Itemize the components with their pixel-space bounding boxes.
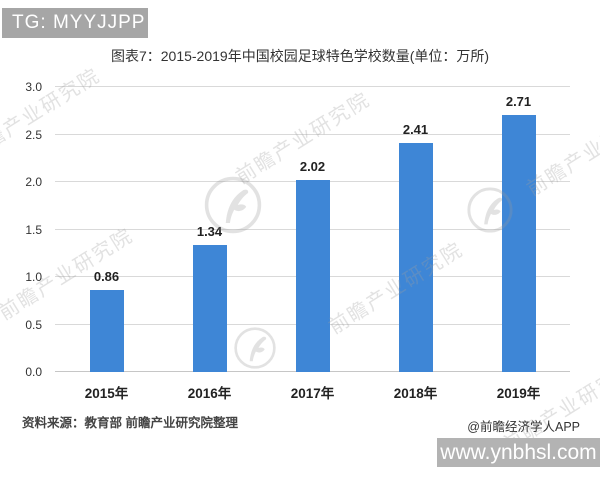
y-axis-tick-label: 3.0 (25, 80, 42, 94)
x-axis-label: 2019年 (496, 386, 541, 401)
bar-2019年 (501, 114, 536, 372)
bar-value-label: 2.41 (402, 122, 429, 138)
header-tag-box: TG: MYYJJPP (2, 8, 148, 38)
bar-2016年 (192, 244, 227, 372)
bar-2015年 (89, 290, 124, 372)
chart-title: 图表7：2015-2019年中国校园足球特色学校数量(单位：万所) (110, 48, 490, 64)
x-axis-label: 2017年 (290, 386, 335, 401)
x-axis-label: 2015年 (84, 386, 129, 401)
y-axis-tick-label: 2.0 (25, 175, 42, 189)
website-box: www.ynbhsl.com (437, 438, 600, 467)
credit-note: @前瞻经济学人APP (467, 420, 580, 434)
x-axis-label: 2016年 (187, 386, 232, 401)
bar-value-label: 1.34 (196, 223, 223, 239)
y-axis-tick-label: 2.5 (25, 127, 42, 142)
y-axis-tick-label: 0.5 (25, 317, 42, 332)
bar-value-label: 0.86 (93, 269, 120, 285)
x-axis-label: 2018年 (393, 386, 438, 401)
gridline (55, 86, 570, 87)
y-axis-tick-label: 1.0 (25, 270, 42, 284)
bar-value-label: 2.02 (299, 159, 326, 175)
y-axis-tick-label: 1.5 (25, 222, 42, 237)
bar-2018年 (398, 143, 433, 372)
gridline (55, 133, 570, 135)
y-axis-tick-label: 0.0 (25, 365, 42, 379)
source-note: 资料来源：教育部 前瞻产业研究院整理 (22, 416, 238, 430)
bar-2017年 (295, 180, 330, 372)
bar-value-label: 2.71 (505, 93, 532, 109)
plot-area: 0.86 1.34 2.02 2.41 2.71 (55, 86, 570, 372)
